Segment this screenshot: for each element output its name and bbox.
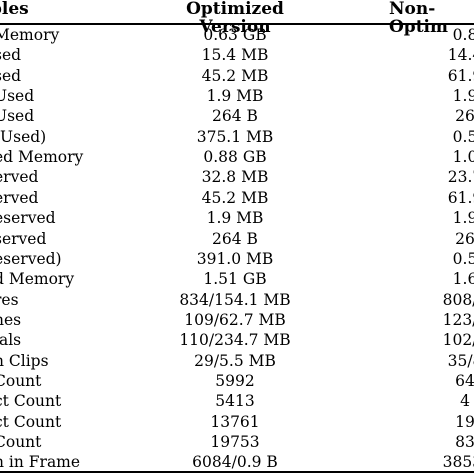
table-row: eserved) 391.0 MB 0.5 xyxy=(0,250,474,269)
row-variable: sed xyxy=(0,66,22,85)
row-variable: Count xyxy=(0,371,42,390)
table-row: Used 264 B 26 xyxy=(0,107,474,126)
row-optimized-value: 109/62.7 MB xyxy=(184,310,286,329)
row-variable: eserved xyxy=(0,209,56,228)
row-variable: Used xyxy=(0,87,35,106)
row-optimized-value: 391.0 MB xyxy=(196,249,274,268)
row-optimized-value: 264 B xyxy=(212,107,258,126)
row-optimized-value: 375.1 MB xyxy=(196,127,274,146)
row-optimized-value: 264 B xyxy=(212,229,258,248)
row-non-optimized-value: 83 xyxy=(455,433,474,451)
row-non-optimized-value: 26 xyxy=(455,229,474,248)
row-optimized-value: 45.2 MB xyxy=(201,66,269,85)
table-row: ed Memory 0.88 GB 1.0 xyxy=(0,148,474,167)
row-optimized-value: 1.9 MB xyxy=(206,87,264,106)
bottom-rule xyxy=(0,471,474,473)
row-variable: ed Memory xyxy=(0,148,84,167)
row-variable: Memory xyxy=(0,26,60,44)
row-optimized-value: 32.8 MB xyxy=(201,168,269,187)
row-non-optimized-value: 0.8 xyxy=(452,26,474,44)
table-row: Count 5992 64 xyxy=(0,372,474,391)
table-row: n in Frame 6084/0.9 B 3853/ xyxy=(0,453,474,472)
row-optimized-value: 13761 xyxy=(210,412,260,431)
row-optimized-value: 0.63 GB xyxy=(203,26,267,44)
row-non-optimized-value: 123/1 xyxy=(442,310,474,329)
row-variable: Used xyxy=(0,107,35,126)
row-variable: eserved) xyxy=(0,249,62,268)
row-non-optimized-value: 1.6 xyxy=(452,270,474,289)
row-non-optimized-value: 26 xyxy=(455,107,474,126)
table-row: sed 45.2 MB 61.9 xyxy=(0,67,474,86)
table-row: ct Count 13761 19 xyxy=(0,413,474,432)
table-row: sed 15.4 MB 14.4 xyxy=(0,46,474,65)
row-variable: ials xyxy=(0,331,22,350)
row-variable: (Used) xyxy=(0,127,47,146)
row-non-optimized-value: 1.9 xyxy=(452,87,474,106)
row-variable: served xyxy=(0,229,47,248)
row-optimized-value: 0.88 GB xyxy=(203,148,267,167)
row-optimized-value: 29/5.5 MB xyxy=(194,351,276,370)
row-variable: d Memory xyxy=(0,270,75,289)
row-optimized-value: 15.4 MB xyxy=(201,46,269,65)
row-non-optimized-value: 1.9 xyxy=(452,209,474,228)
row-non-optimized-value: 23.7 xyxy=(447,168,474,187)
table-row: res 834/154.1 MB 808/1 xyxy=(0,291,474,310)
row-variable: Count xyxy=(0,433,42,451)
header-variables: bles xyxy=(0,0,29,19)
row-optimized-value: 5413 xyxy=(215,392,255,411)
row-variable: n in Frame xyxy=(0,453,81,472)
table-row: Memory 0.63 GB 0.8 xyxy=(0,26,474,45)
row-non-optimized-value: 102/2 xyxy=(442,331,474,350)
row-optimized-value: 45.2 MB xyxy=(201,188,269,207)
header-optimized: Optimized Version xyxy=(186,0,284,37)
table-row: ials 110/234.7 MB 102/2 xyxy=(0,331,474,350)
table-row: erved 32.8 MB 23.7 xyxy=(0,168,474,187)
row-variable: sed xyxy=(0,46,22,65)
table-row: d Memory 1.51 GB 1.6 xyxy=(0,270,474,289)
header-rule xyxy=(0,23,474,25)
table-row: Count 19753 83 xyxy=(0,433,474,452)
row-non-optimized-value: 61.9 xyxy=(447,66,474,85)
row-non-optimized-value: 808/1 xyxy=(442,290,474,309)
table-row: ct Count 5413 4 xyxy=(0,392,474,411)
row-optimized-value: 19753 xyxy=(210,433,260,451)
table-header: bles Optimized Version Non-Optim xyxy=(0,0,474,36)
row-optimized-value: 834/154.1 MB xyxy=(179,290,291,309)
row-optimized-value: 1.51 GB xyxy=(203,270,267,289)
table-row: (Used) 375.1 MB 0.5 xyxy=(0,128,474,147)
row-optimized-value: 1.9 MB xyxy=(206,209,264,228)
row-non-optimized-value: 4 xyxy=(460,392,470,411)
table-row: served 264 B 26 xyxy=(0,230,474,249)
table-row: erved 45.2 MB 61.9 xyxy=(0,189,474,208)
row-optimized-value: 110/234.7 MB xyxy=(179,331,291,350)
row-variable: res xyxy=(0,290,19,309)
row-non-optimized-value: 0.5 xyxy=(452,249,474,268)
row-non-optimized-value: 14.4 xyxy=(447,46,474,65)
row-non-optimized-value: 1.0 xyxy=(452,148,474,167)
header-non-optimized: Non-Optim xyxy=(389,0,448,37)
row-non-optimized-value: 35/8 xyxy=(447,351,474,370)
table-row: nes 109/62.7 MB 123/1 xyxy=(0,311,474,330)
row-variable: erved xyxy=(0,188,39,207)
row-optimized-value: 6084/0.9 B xyxy=(192,453,278,472)
row-non-optimized-value: 3853/ xyxy=(442,453,474,472)
row-variable: n Clips xyxy=(0,351,49,370)
row-variable: erved xyxy=(0,168,39,187)
row-non-optimized-value: 64 xyxy=(455,371,474,390)
row-variable: ct Count xyxy=(0,412,62,431)
row-variable: ct Count xyxy=(0,392,62,411)
row-optimized-value: 5992 xyxy=(215,371,255,390)
table-row: eserved 1.9 MB 1.9 xyxy=(0,209,474,228)
row-variable: nes xyxy=(0,310,22,329)
table-row: n Clips 29/5.5 MB 35/8 xyxy=(0,352,474,371)
row-non-optimized-value: 0.5 xyxy=(452,127,474,146)
row-non-optimized-value: 19 xyxy=(455,412,474,431)
row-non-optimized-value: 61.9 xyxy=(447,188,474,207)
table-row: Used 1.9 MB 1.9 xyxy=(0,87,474,106)
